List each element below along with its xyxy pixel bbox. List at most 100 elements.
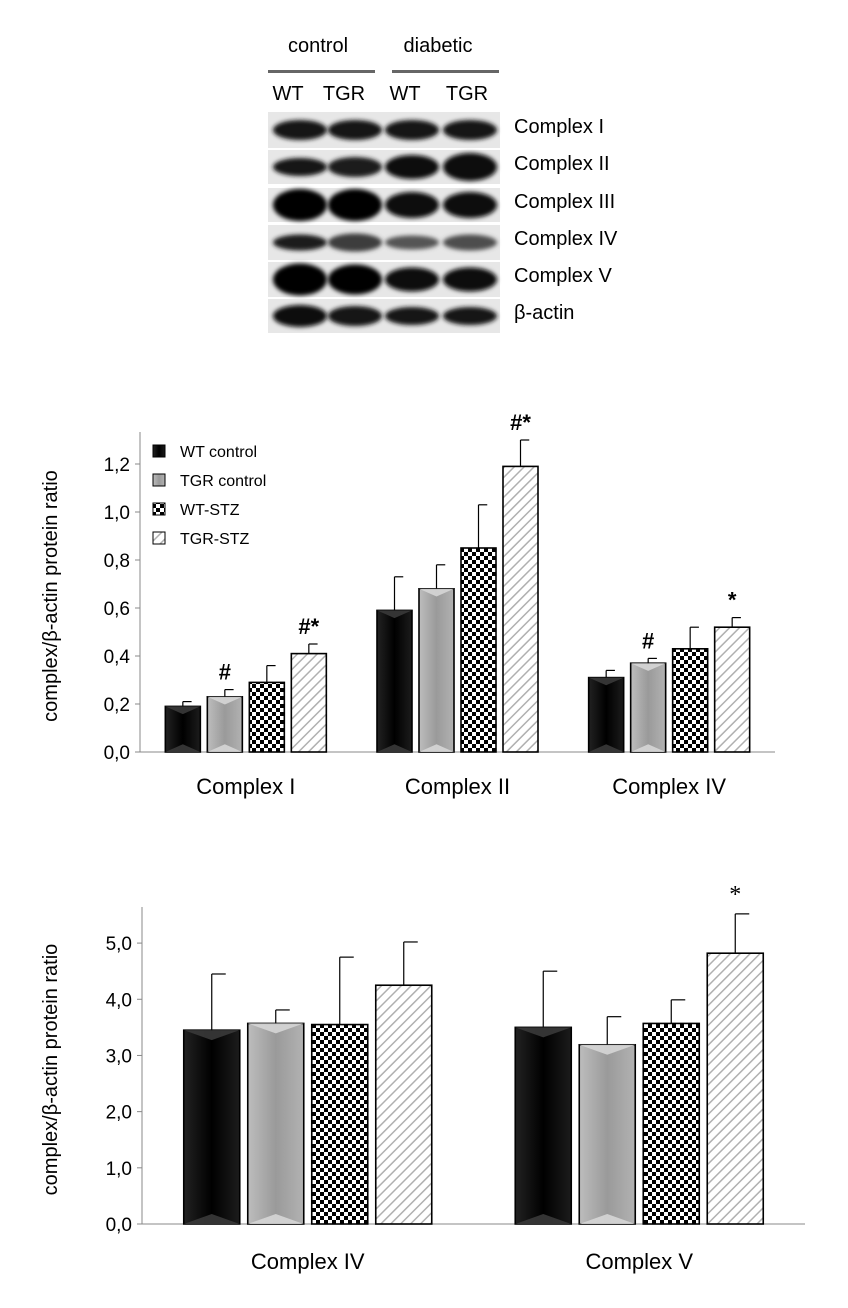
bar [514,1026,573,1225]
bar [629,662,667,753]
blot-band [273,305,327,327]
blot-strip [268,188,500,222]
blot-band [328,189,382,221]
y-tick-label: 3,0 [106,1046,132,1067]
category-label: Complex V [585,1249,693,1274]
blot-band [443,307,497,325]
bar-bevel [630,663,666,671]
blot-band-label: Complex IV [514,228,618,250]
significance-marker: #* [510,410,531,435]
bar [248,681,286,753]
blot-lane-label: TGR [323,83,365,105]
blot-band [273,234,327,251]
bar [376,609,413,753]
y-axis-title: complex/β-actin protein ratio [40,944,62,1196]
blot-strip [268,112,500,148]
bar-bevel [588,677,624,686]
legend-swatch [152,444,166,458]
western-blot: control diabetic WT TGR WT TGR Complex I… [268,35,618,333]
bar-bevel [247,1214,304,1224]
y-tick-label: 2,0 [106,1103,132,1124]
blot-band [385,235,439,250]
bar [587,676,625,753]
significance-marker: * [728,588,737,613]
bar [502,465,539,753]
bar [206,695,244,753]
blot-band [328,264,382,295]
significance-marker: #* [298,614,319,639]
bar [706,952,765,1225]
bar-bevel [515,1214,572,1224]
category-label: Complex IV [251,1249,365,1274]
blot-strip [268,299,500,333]
blot-strip [268,150,500,184]
bar-bevel [630,744,666,752]
blot-band [273,120,327,140]
y-tick-label: 0,4 [104,647,131,668]
bar-bevel [515,1027,572,1038]
legend-swatch [152,502,166,516]
bar [418,587,455,753]
bar [713,626,751,753]
y-tick-label: 0,0 [106,1215,132,1236]
bar [310,1023,369,1225]
blot-strip [268,225,500,260]
blot-band [385,120,439,140]
category-label: Complex II [405,774,510,799]
bar [460,547,497,753]
blot-band [443,267,497,292]
blot-band [328,233,382,252]
blot-band-label: Complex V [514,265,612,287]
blot-band [443,120,497,140]
group-underline [392,70,499,73]
significance-marker: # [642,628,654,653]
blot-band-label: Complex II [514,153,610,175]
category-label: Complex IV [612,774,726,799]
blot-band [385,267,439,292]
category-label: Complex I [196,774,295,799]
bar [642,1022,701,1225]
legend-label: WT-STZ [180,502,240,519]
blot-band-label: Complex I [514,116,604,138]
blot-group-label: control [288,35,348,57]
bar-bevel [183,1030,240,1041]
bar-bevel [377,744,412,752]
significance-marker: # [219,660,231,685]
chart-legend: WT control TGR control WT-STZ TGR-STZ [152,444,266,548]
blot-band [328,157,382,177]
legend-label: TGR control [180,473,266,490]
bar [290,652,328,753]
y-tick-label: 1,2 [104,455,130,476]
y-tick-label: 0,8 [104,551,130,572]
bar-bevel [165,706,201,715]
legend-label: TGR-STZ [180,531,250,548]
blot-lane-label: WT [272,83,303,105]
y-axis-title: complex/β-actin protein ratio [40,470,62,722]
chart-complex-iv-v: 0,0 1,0 2,0 3,0 4,0 5,0 complex/β-actin protei… [40,882,805,1274]
blot-band [385,307,439,325]
bar-bevel [579,1044,636,1055]
blot-lane-label: TGR [446,83,488,105]
bar-bevel [377,610,412,619]
bar [182,1029,241,1225]
blot-strips [268,112,500,333]
bar-bevel [183,1214,240,1224]
y-tick-label: 0,6 [104,599,130,620]
blot-band [443,192,497,218]
blot-band-label: Complex III [514,191,615,213]
bar [374,984,433,1225]
blot-lane-label: WT [389,83,420,105]
y-tick-label: 0,0 [104,743,130,764]
bar-bevel [207,696,243,705]
blot-band [273,263,327,296]
legend-label: WT control [180,444,257,461]
bar [671,647,709,753]
bar-bevel [165,744,201,752]
blot-strip [268,262,500,297]
legend-swatch [152,531,166,545]
y-tick-label: 1,0 [106,1159,132,1180]
bar-bevel [419,588,454,597]
blot-band [273,189,327,221]
legend-swatch [152,473,166,487]
